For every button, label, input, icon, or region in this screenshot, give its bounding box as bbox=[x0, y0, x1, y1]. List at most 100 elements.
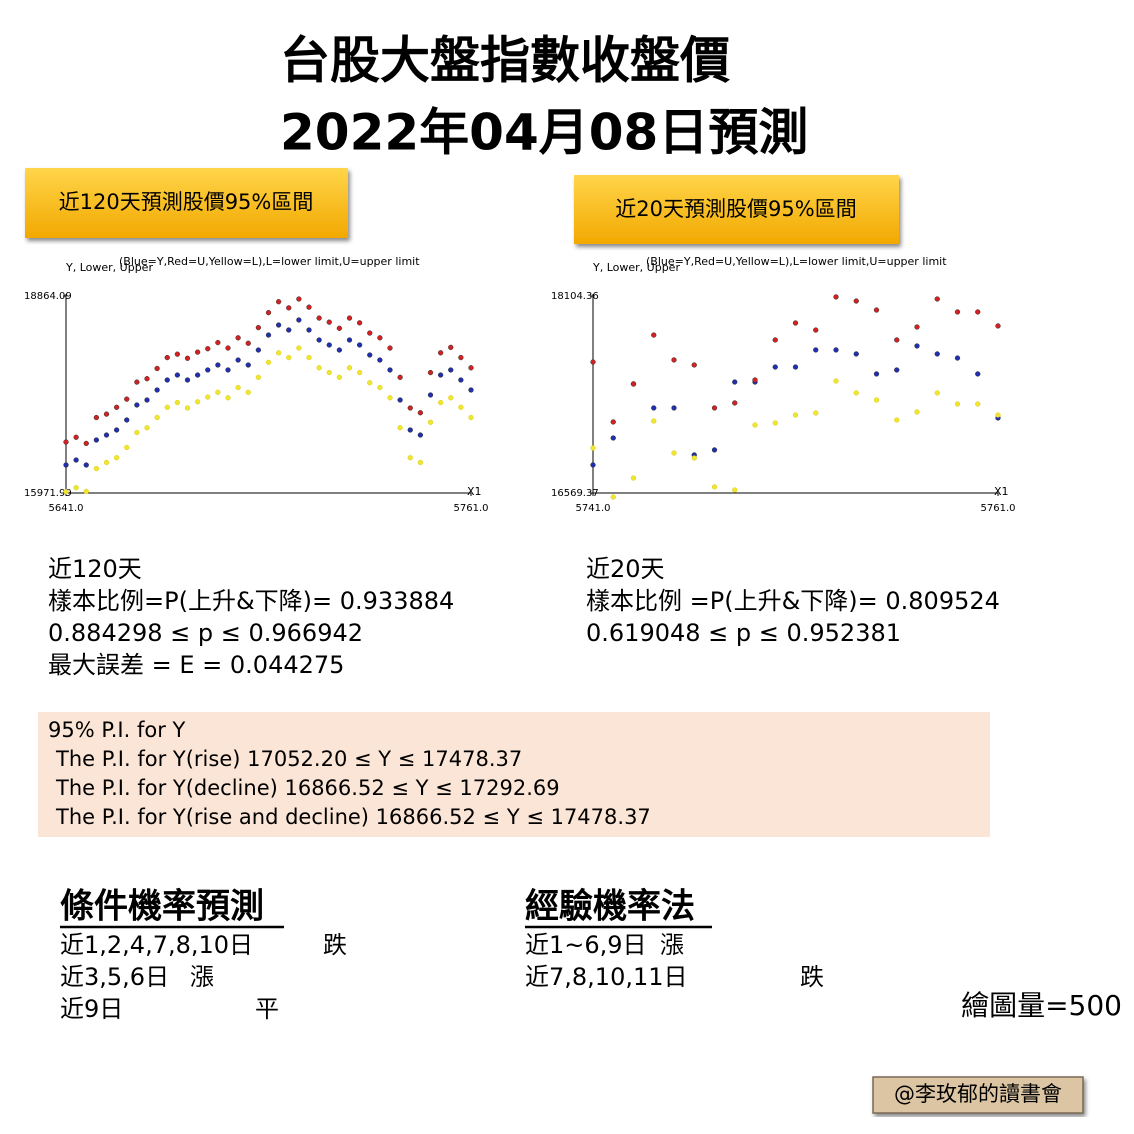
point bbox=[397, 397, 403, 403]
point bbox=[651, 332, 657, 338]
point bbox=[671, 357, 677, 363]
row-label: 近9日 bbox=[60, 995, 123, 1023]
point bbox=[407, 427, 413, 433]
point bbox=[995, 323, 1001, 329]
point bbox=[225, 395, 231, 401]
point bbox=[265, 359, 272, 366]
point bbox=[275, 299, 282, 305]
point bbox=[245, 362, 251, 368]
point bbox=[134, 402, 140, 408]
x-tick-label: 5641.0 bbox=[49, 503, 84, 514]
point bbox=[792, 320, 799, 326]
point bbox=[134, 379, 140, 385]
stat-line: 最大誤差 = E = 0.044275 bbox=[48, 651, 344, 679]
point bbox=[174, 399, 181, 406]
point bbox=[184, 405, 191, 411]
point bbox=[205, 367, 211, 373]
point bbox=[448, 367, 454, 373]
point bbox=[630, 381, 637, 387]
point bbox=[590, 359, 596, 365]
section-heading: 經驗機率法 bbox=[525, 887, 695, 927]
point bbox=[73, 485, 79, 491]
point bbox=[124, 417, 130, 423]
point bbox=[235, 384, 241, 391]
point bbox=[975, 401, 981, 407]
point bbox=[93, 437, 100, 443]
point bbox=[164, 354, 170, 361]
point bbox=[813, 327, 819, 333]
row-label: 近7,8,10,11日 bbox=[525, 963, 688, 991]
point bbox=[184, 355, 191, 361]
title-line: 2022年04月08日預測 bbox=[280, 104, 808, 162]
point bbox=[417, 459, 424, 466]
point bbox=[164, 377, 170, 383]
point bbox=[124, 396, 130, 402]
point bbox=[427, 369, 434, 376]
badge-text: 近120天預測股價95%區間 bbox=[59, 190, 314, 214]
row-value: 平 bbox=[255, 995, 279, 1023]
point bbox=[194, 399, 201, 405]
point bbox=[954, 355, 961, 361]
point bbox=[833, 294, 839, 300]
point bbox=[732, 379, 738, 385]
point bbox=[215, 389, 221, 395]
point bbox=[73, 434, 79, 440]
point bbox=[235, 335, 241, 341]
point bbox=[154, 387, 160, 393]
y-tick-label: 18104.36 bbox=[551, 291, 599, 302]
point bbox=[651, 405, 657, 411]
point bbox=[417, 432, 424, 438]
point bbox=[671, 450, 677, 456]
point bbox=[346, 315, 353, 321]
point bbox=[93, 414, 100, 421]
point bbox=[833, 378, 839, 384]
point bbox=[316, 315, 322, 321]
point bbox=[144, 376, 150, 382]
point bbox=[184, 377, 191, 383]
point bbox=[144, 425, 150, 431]
point bbox=[103, 411, 110, 417]
point bbox=[853, 298, 859, 304]
point bbox=[235, 357, 241, 363]
point bbox=[691, 362, 697, 368]
point bbox=[205, 346, 211, 352]
point bbox=[255, 324, 262, 331]
chart-note: (Blue=Y,Red=U,Yellow=L),L=lower limit,U=… bbox=[119, 255, 420, 268]
point bbox=[326, 319, 332, 325]
point bbox=[255, 347, 262, 353]
credit: @李玫郁的讀書會 bbox=[894, 1082, 1062, 1106]
x-axis-label: X1 bbox=[994, 485, 1009, 498]
point bbox=[83, 488, 89, 495]
point bbox=[336, 325, 343, 331]
point bbox=[194, 349, 201, 355]
point bbox=[255, 374, 262, 380]
point bbox=[610, 435, 616, 441]
point bbox=[367, 352, 373, 358]
point bbox=[265, 309, 272, 316]
point bbox=[853, 390, 859, 396]
stat-line: 樣本比例=P(上升&下降)= 0.933884 bbox=[48, 587, 454, 615]
point bbox=[113, 455, 120, 461]
row-value: 跌 bbox=[800, 963, 824, 991]
point bbox=[934, 351, 940, 357]
point bbox=[711, 484, 718, 490]
point bbox=[326, 369, 332, 376]
point bbox=[73, 457, 79, 463]
point bbox=[296, 296, 302, 302]
point bbox=[407, 405, 413, 411]
point bbox=[275, 322, 282, 328]
point bbox=[346, 337, 353, 343]
point bbox=[610, 494, 616, 500]
point bbox=[417, 410, 424, 416]
point bbox=[326, 342, 332, 348]
point bbox=[813, 347, 819, 353]
row-label: 近1,2,4,7,8,10日 bbox=[60, 931, 253, 959]
point bbox=[134, 429, 140, 436]
point bbox=[215, 339, 221, 346]
point bbox=[427, 392, 434, 398]
point bbox=[671, 405, 677, 411]
badge-box bbox=[25, 168, 348, 238]
pi-line: 95% P.I. for Y bbox=[48, 718, 186, 742]
point bbox=[975, 371, 981, 377]
point bbox=[813, 410, 819, 416]
